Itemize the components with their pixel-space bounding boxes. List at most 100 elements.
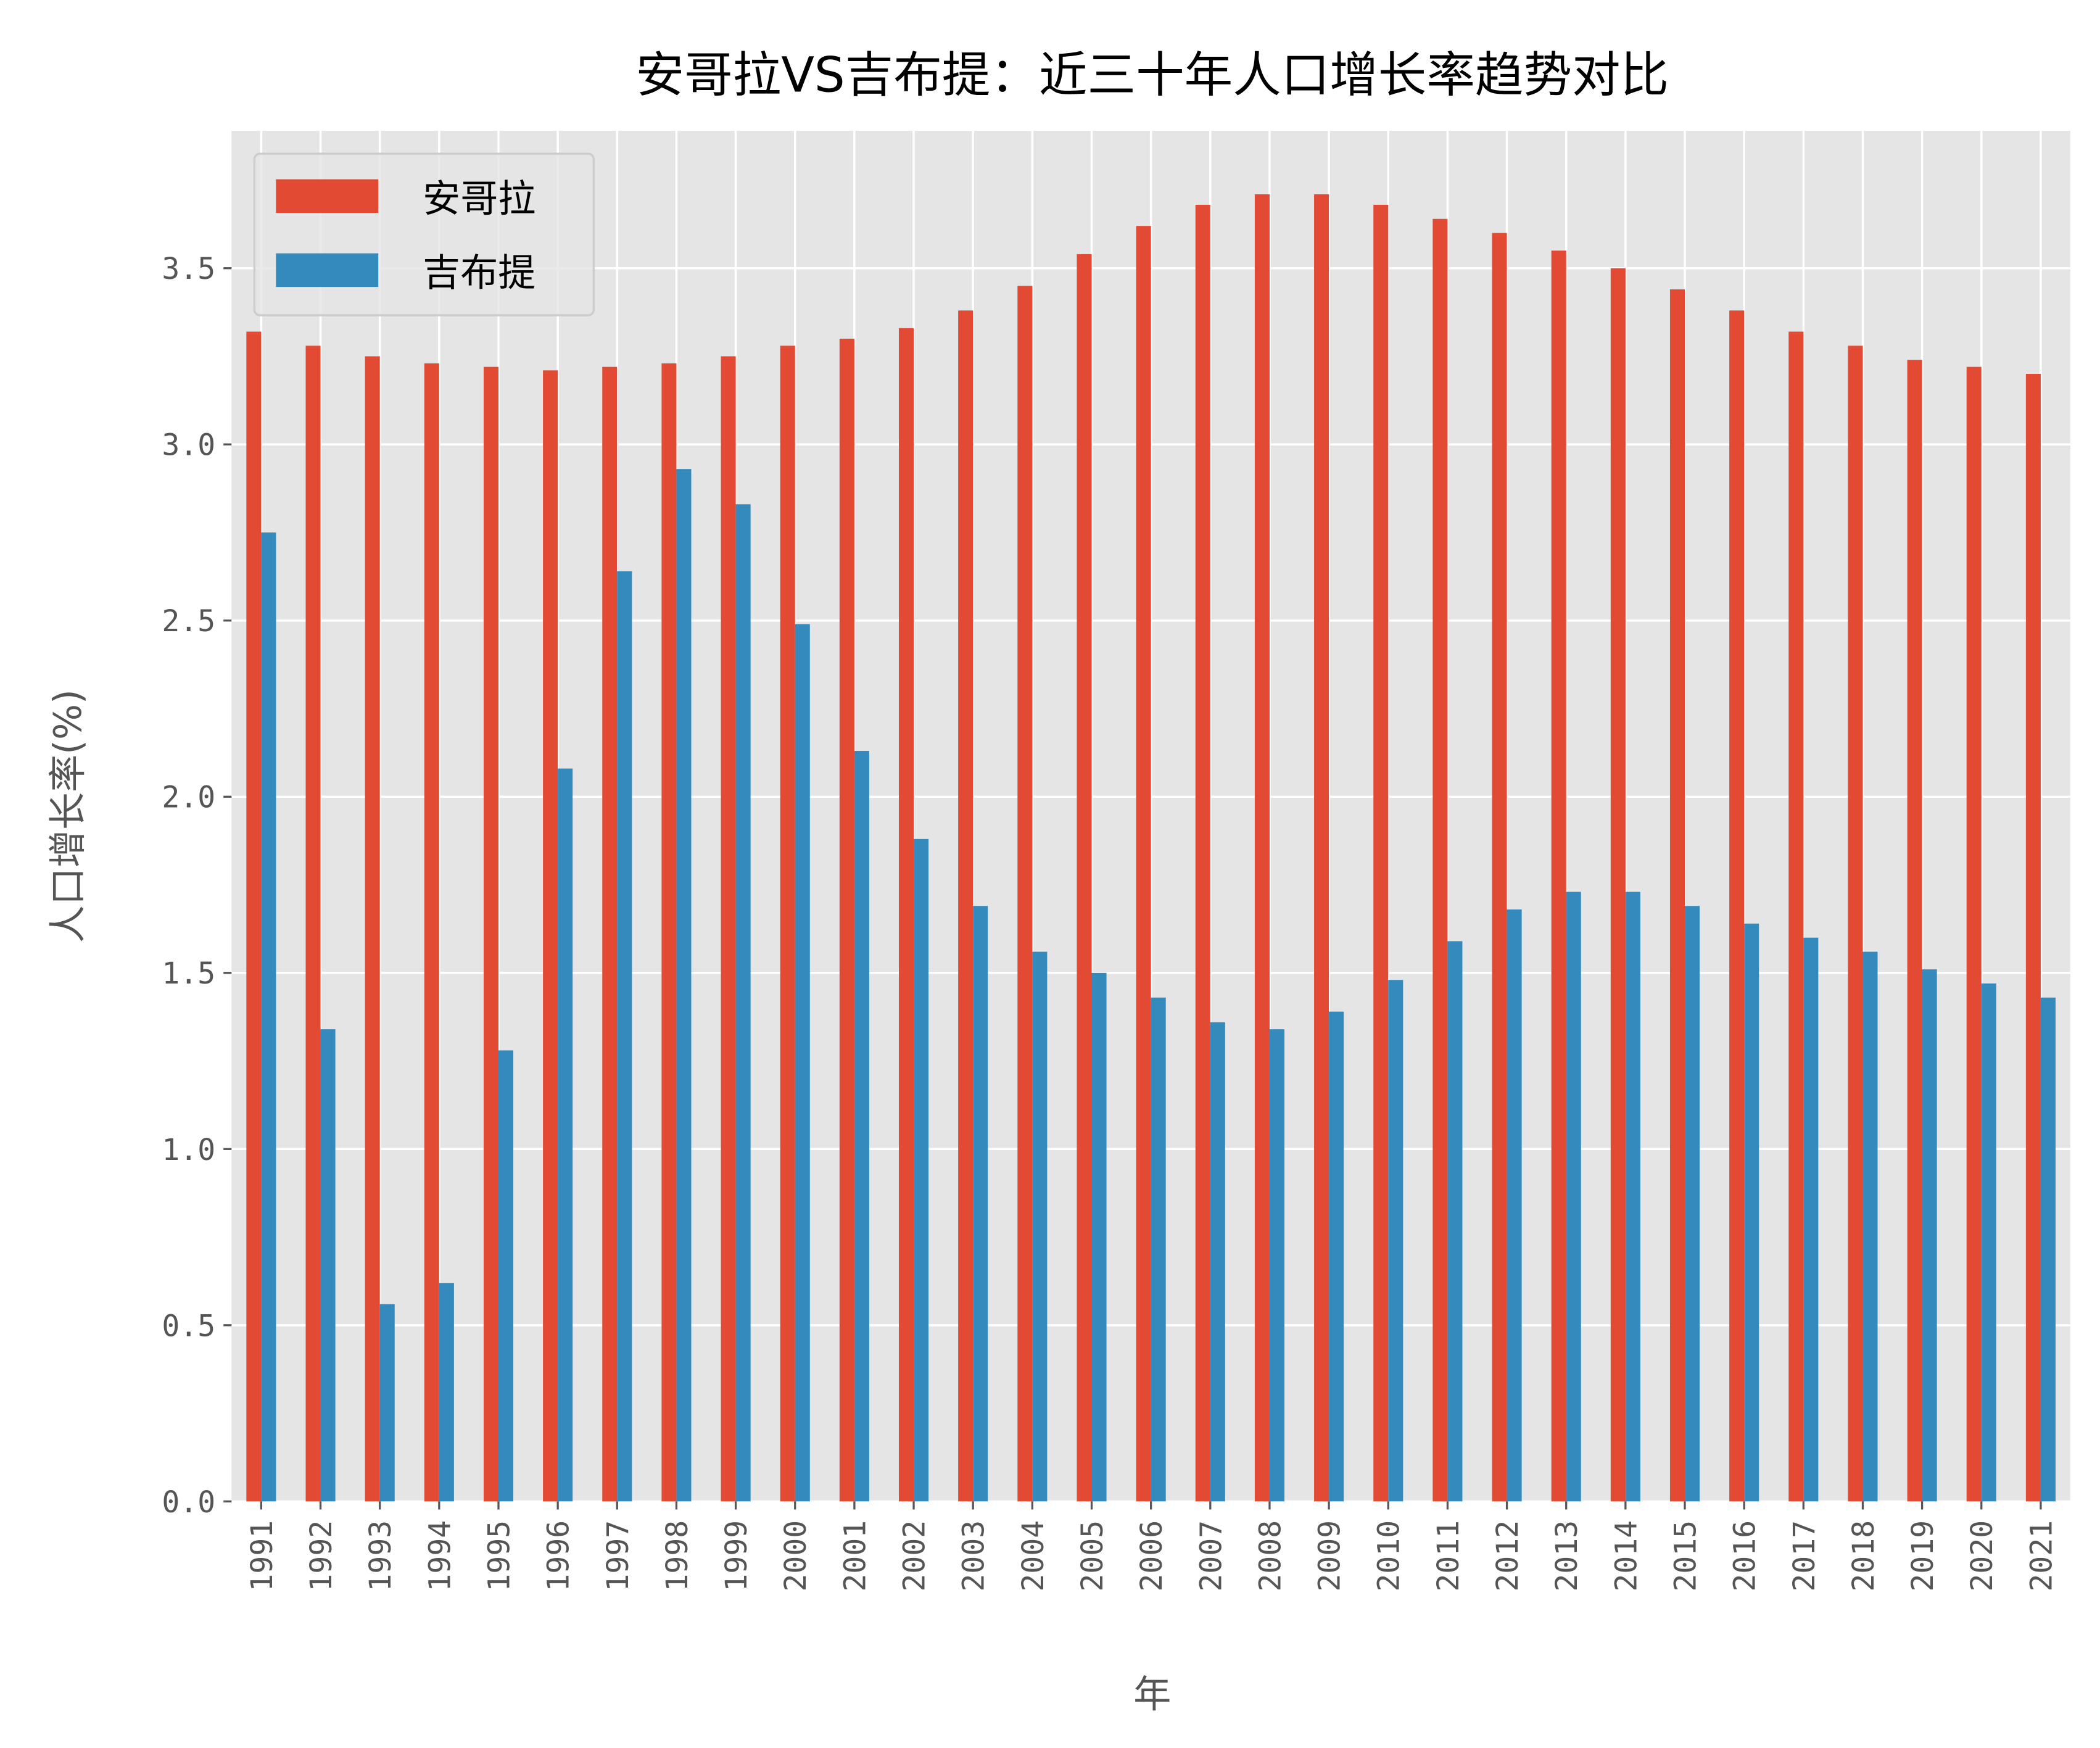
x-tick-label: 2018 — [1846, 1520, 1881, 1592]
bar-angola-2015 — [1669, 289, 1685, 1502]
bar-angola-2020 — [1966, 367, 1982, 1502]
bar-angola-1991 — [246, 331, 262, 1502]
bar-djibouti-2008 — [1269, 1029, 1284, 1502]
x-tick-label: 1993 — [363, 1520, 398, 1592]
x-axis-label: 年 — [1133, 1673, 1171, 1717]
y-tick-label: 3.5 — [162, 252, 215, 286]
bar-angola-2008 — [1254, 194, 1270, 1502]
bar-angola-2007 — [1195, 204, 1210, 1502]
x-tick-label: 2002 — [898, 1520, 932, 1592]
x-tick-label: 2011 — [1431, 1520, 1466, 1592]
bar-angola-2016 — [1729, 310, 1745, 1502]
x-tick-label: 2006 — [1135, 1520, 1169, 1592]
x-tick-label: 2016 — [1728, 1520, 1763, 1592]
bar-djibouti-2003 — [973, 906, 988, 1502]
x-tick-label: 2015 — [1668, 1520, 1703, 1592]
y-tick-label: 2.0 — [162, 781, 215, 815]
bar-angola-2009 — [1314, 194, 1329, 1502]
bar-angola-1994 — [424, 363, 439, 1502]
bar-angola-2013 — [1551, 251, 1566, 1502]
bar-angola-1998 — [661, 363, 677, 1502]
x-tick-label: 2007 — [1194, 1520, 1228, 1592]
legend-swatch-djibouti — [276, 253, 379, 288]
bar-djibouti-2020 — [1981, 983, 1996, 1502]
x-tick-label: 2008 — [1253, 1520, 1288, 1592]
x-tick-label: 2001 — [838, 1520, 872, 1592]
x-tick-label: 1998 — [660, 1520, 695, 1592]
bars — [246, 194, 2056, 1502]
bar-djibouti-2017 — [1803, 937, 1819, 1502]
bar-djibouti-2001 — [854, 751, 869, 1502]
x-tick-label: 1995 — [482, 1520, 516, 1592]
bar-angola-1993 — [365, 356, 380, 1502]
bar-angola-2012 — [1492, 233, 1507, 1502]
bar-djibouti-2021 — [2040, 997, 2056, 1502]
bar-djibouti-1996 — [558, 768, 573, 1502]
y-tick-label: 3.0 — [162, 428, 215, 463]
chart-title: 安哥拉VS吉布提：近三十年人口增长率趋势对比 — [636, 47, 1669, 104]
bar-djibouti-2016 — [1744, 923, 1759, 1502]
bar-djibouti-2014 — [1625, 892, 1640, 1502]
bar-angola-2010 — [1373, 204, 1389, 1502]
x-tick-label: 2019 — [1906, 1520, 1940, 1592]
y-tick-label: 1.0 — [162, 1133, 215, 1167]
bar-angola-2018 — [1848, 346, 1863, 1502]
y-tick-label: 1.5 — [162, 956, 215, 991]
x-tick-label: 2021 — [2024, 1520, 2059, 1592]
legend-swatch-angola — [276, 179, 379, 213]
bar-angola-2000 — [780, 346, 795, 1502]
bar-djibouti-2007 — [1210, 1022, 1225, 1502]
x-tick-label: 1996 — [542, 1520, 576, 1592]
bar-djibouti-2019 — [1922, 969, 1937, 1502]
bar-angola-2001 — [839, 338, 854, 1502]
x-tick-label: 2000 — [779, 1520, 813, 1592]
bar-angola-2003 — [958, 310, 974, 1502]
y-tick-label: 0.5 — [162, 1309, 215, 1343]
bar-angola-2017 — [1788, 331, 1804, 1502]
bar-angola-1997 — [602, 367, 618, 1502]
legend-label-angola: 安哥拉 — [423, 177, 535, 221]
x-tick-label: 2014 — [1609, 1520, 1643, 1592]
bar-djibouti-1994 — [439, 1283, 454, 1502]
x-tick-label: 1991 — [245, 1520, 279, 1592]
x-tick-label: 2010 — [1372, 1520, 1407, 1592]
bar-angola-1999 — [721, 356, 736, 1502]
x-tick-label: 1999 — [719, 1520, 754, 1592]
x-tick-label: 1994 — [423, 1520, 457, 1592]
bar-angola-2011 — [1432, 218, 1448, 1502]
bar-angola-2005 — [1077, 254, 1092, 1502]
x-tick-label: 2020 — [1965, 1520, 1999, 1592]
bar-angola-2021 — [2025, 374, 2041, 1502]
x-tick-label: 2004 — [1016, 1520, 1051, 1592]
bar-djibouti-2005 — [1091, 972, 1107, 1502]
x-tick-label: 2017 — [1787, 1520, 1822, 1592]
bar-djibouti-2012 — [1507, 909, 1522, 1502]
x-tick-label: 2009 — [1313, 1520, 1347, 1592]
bar-djibouti-2009 — [1329, 1011, 1344, 1502]
y-tick-label: 2.5 — [162, 604, 215, 639]
legend: 安哥拉 吉布提 — [253, 152, 595, 317]
bar-djibouti-2013 — [1566, 892, 1581, 1502]
bar-djibouti-1991 — [261, 532, 276, 1502]
x-tick-label: 2003 — [957, 1520, 991, 1592]
bar-djibouti-1999 — [735, 504, 751, 1502]
bar-angola-1992 — [305, 346, 321, 1502]
bar-djibouti-1992 — [320, 1029, 336, 1502]
bar-angola-1995 — [483, 367, 498, 1502]
bar-angola-2004 — [1017, 286, 1033, 1502]
bar-djibouti-2002 — [914, 839, 929, 1502]
bar-djibouti-1997 — [617, 571, 632, 1502]
bar-djibouti-2010 — [1388, 980, 1403, 1502]
bar-angola-2019 — [1907, 360, 1922, 1502]
y-axis-label: 人口增长率(%) — [46, 689, 90, 943]
y-tick-label: 0.0 — [162, 1485, 215, 1520]
x-tick-label: 1992 — [304, 1520, 339, 1592]
legend-label-djibouti: 吉布提 — [423, 251, 535, 295]
bar-angola-2002 — [899, 328, 914, 1502]
bar-djibouti-2000 — [795, 624, 810, 1502]
x-tick-label: 2012 — [1490, 1520, 1525, 1592]
bar-angola-2014 — [1610, 268, 1626, 1502]
bar-djibouti-1993 — [379, 1304, 395, 1502]
x-tick-label: 2005 — [1075, 1520, 1110, 1592]
